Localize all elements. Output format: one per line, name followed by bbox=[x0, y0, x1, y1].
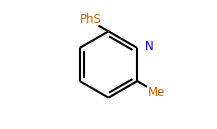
Text: PhS: PhS bbox=[80, 13, 102, 26]
Text: Me: Me bbox=[147, 86, 165, 99]
Text: N: N bbox=[145, 40, 154, 53]
